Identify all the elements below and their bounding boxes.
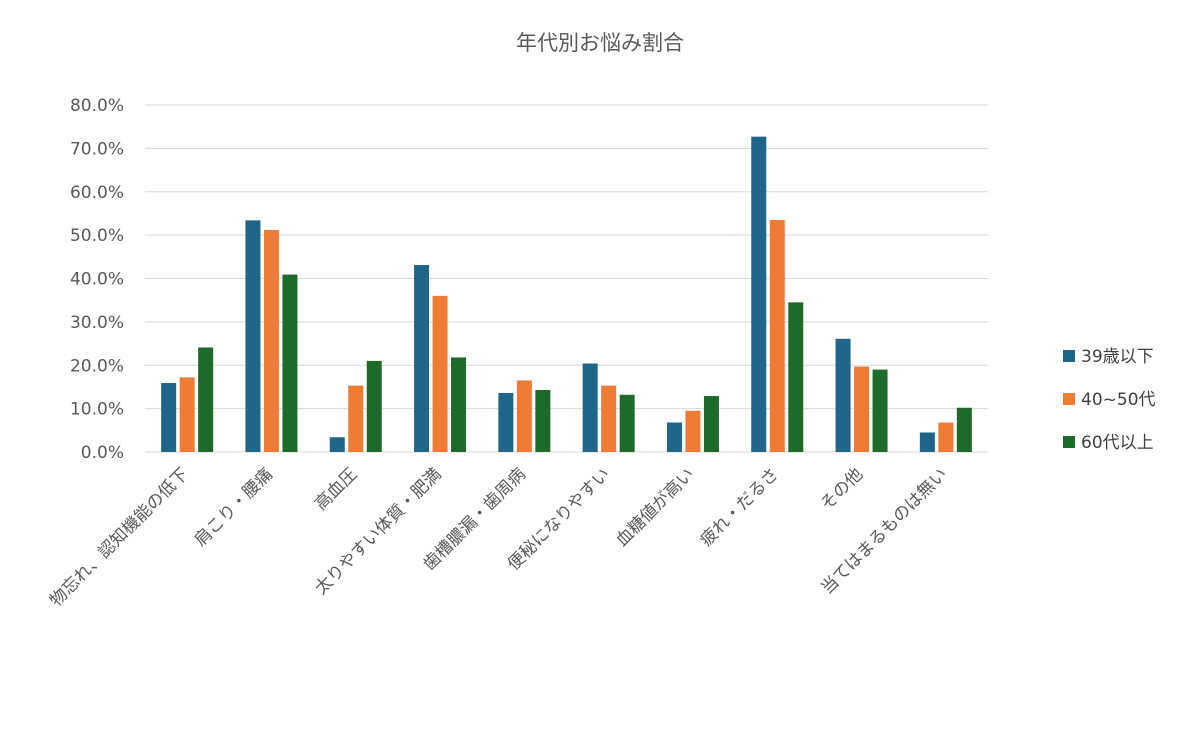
bar-1-9 [835, 338, 851, 452]
bar-3-6 [619, 394, 635, 452]
bar-2-7 [685, 410, 701, 452]
legend-swatch [1063, 393, 1075, 405]
y-tick-label: 50.0% [70, 226, 124, 246]
legend-swatch [1063, 436, 1075, 448]
bar-3-7 [703, 396, 719, 452]
bar-1-2 [245, 220, 261, 452]
y-tick-label: 10.0% [70, 400, 124, 420]
bar-3-9 [872, 369, 888, 452]
bar-2-5 [516, 380, 532, 452]
y-tick-label: 20.0% [70, 356, 124, 376]
bar-2-9 [854, 366, 870, 452]
chart-title: 年代別お悩み割合 [516, 31, 684, 55]
bar-2-2 [263, 229, 279, 452]
bar-3-10 [956, 407, 972, 452]
y-tick-label: 70.0% [70, 139, 124, 159]
bar-3-1 [198, 347, 214, 452]
y-tick-label: 0.0% [81, 443, 124, 463]
x-tick-label: 肩こり・腰痛 [191, 464, 277, 550]
bar-3-8 [788, 302, 804, 452]
bar-2-8 [769, 219, 785, 452]
y-tick-label: 80.0% [70, 96, 124, 116]
bar-2-6 [601, 385, 617, 452]
x-tick-label: 血糖値が高い [612, 464, 698, 550]
bar-2-1 [179, 377, 195, 452]
y-tick-label: 30.0% [70, 313, 124, 333]
legend-label: 40~50代 [1081, 390, 1156, 410]
x-tick-label: その他 [817, 464, 867, 514]
bar-3-5 [535, 389, 551, 452]
bar-3-2 [282, 274, 298, 452]
bar-2-3 [348, 385, 364, 452]
bars [161, 136, 972, 452]
bar-2-4 [432, 295, 448, 452]
legend: 39歳以下 40~50代 60代以上 [1063, 347, 1156, 453]
y-tick-label: 40.0% [70, 270, 124, 290]
bar-1-10 [919, 432, 935, 452]
bar-1-7 [666, 422, 682, 452]
legend-label: 39歳以下 [1081, 347, 1154, 367]
bar-1-1 [161, 383, 177, 452]
bar-1-5 [498, 393, 514, 452]
legend-label: 60代以上 [1081, 433, 1154, 453]
bar-1-4 [414, 265, 430, 452]
bar-1-6 [582, 363, 598, 452]
bar-1-8 [751, 136, 767, 452]
x-tick-label: 物忘れ、認知機能の低下 [46, 464, 192, 610]
y-axis-ticks: 0.0% 10.0% 20.0% 30.0% 40.0% 50.0% 60.0% 70.0% 8… [70, 96, 124, 463]
x-tick-label: 疲れ・だるさ [697, 464, 783, 550]
y-tick-label: 60.0% [70, 183, 124, 203]
bar-3-3 [366, 360, 382, 452]
bar-1-3 [329, 437, 345, 452]
legend-swatch [1063, 350, 1075, 362]
bar-2-10 [938, 422, 954, 452]
x-tick-label: 高血圧 [311, 464, 361, 514]
bar-3-4 [451, 357, 467, 452]
